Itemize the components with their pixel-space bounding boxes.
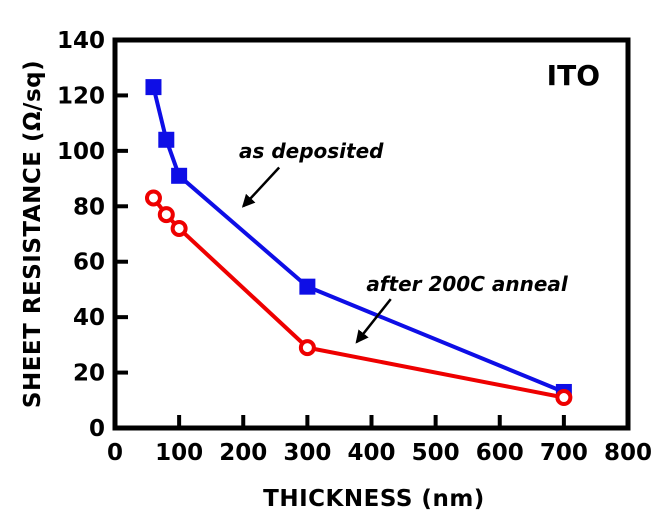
x-tick-label: 600 [476, 440, 524, 466]
y-tick-label: 140 [57, 28, 105, 54]
annotation-text: as deposited [239, 139, 384, 163]
data-point-circle [555, 389, 573, 407]
annotation-after-200c-anneal: after 200C anneal [355, 272, 569, 344]
x-tick-label: 300 [283, 440, 331, 466]
data-point-square [171, 167, 188, 184]
y-tick-label: 20 [73, 361, 105, 387]
data-point-circle [144, 189, 162, 207]
data-point-square [158, 131, 175, 148]
x-tick-label: 200 [219, 440, 267, 466]
annotation-as-deposited: as deposited [239, 139, 384, 208]
data-point-square [145, 79, 162, 96]
x-tick-label: 800 [604, 440, 652, 466]
x-tick-label: 0 [107, 440, 123, 466]
y-tick-label: 120 [57, 83, 105, 109]
y-tick-label: 40 [73, 305, 105, 331]
series-after-200c-anneal [144, 189, 573, 407]
data-point-circle [157, 206, 175, 224]
annotation-text: after 200C anneal [366, 272, 569, 296]
y-tick-label: 100 [57, 139, 105, 165]
plot-area: 0 100 200 300 400 500 600 700 800 0 20 40 60 80 100 120… [57, 28, 652, 466]
data-point-square [299, 278, 316, 295]
y-tick-label: 60 [73, 250, 105, 276]
y-tick-label: 0 [89, 416, 105, 442]
data-point-circle [298, 339, 316, 357]
data-point-circle [170, 219, 188, 237]
x-tick-label: 100 [155, 440, 203, 466]
x-tick-label: 400 [347, 440, 395, 466]
plot-border [112, 37, 631, 431]
annotation-arrow [241, 166, 281, 208]
series-as-deposited [145, 79, 572, 400]
x-tick-label: 700 [540, 440, 588, 466]
y-axis-title: SHEET RESISTANCE (Ω/sq) [20, 60, 46, 408]
series-line-as-deposited [151, 85, 566, 394]
annotation-arrow [355, 298, 392, 344]
x-tick-label: 500 [412, 440, 460, 466]
x-axis-title: THICKNESS (nm) [263, 486, 485, 512]
y-tick-label: 80 [73, 194, 105, 220]
corner-label-ito: ITO [547, 59, 600, 92]
